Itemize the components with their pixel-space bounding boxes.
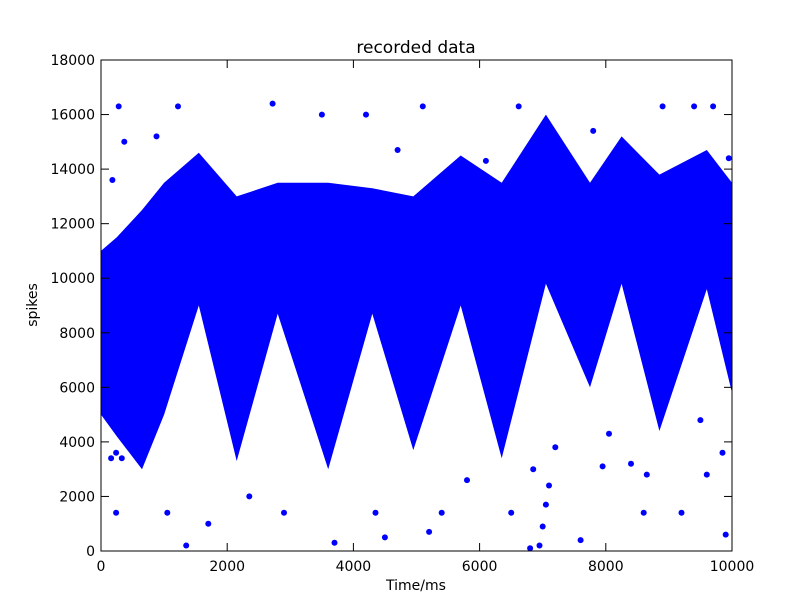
x-axis-label: Time/ms bbox=[385, 578, 446, 594]
data-point bbox=[577, 537, 584, 544]
data-point bbox=[599, 463, 606, 470]
data-point bbox=[710, 103, 717, 110]
data-point bbox=[115, 103, 122, 110]
y-tick-label: 10000 bbox=[50, 271, 95, 287]
data-point bbox=[722, 531, 729, 538]
data-point bbox=[678, 509, 685, 516]
data-point bbox=[153, 133, 160, 140]
data-point bbox=[691, 103, 698, 110]
data-point bbox=[108, 455, 115, 462]
spike-band-layer bbox=[101, 114, 732, 470]
data-point bbox=[419, 103, 426, 110]
data-point bbox=[659, 103, 666, 110]
y-tick-label: 16000 bbox=[50, 108, 95, 124]
x-tick-label: 6000 bbox=[462, 559, 498, 575]
y-tick-label: 18000 bbox=[50, 53, 95, 69]
data-point bbox=[109, 177, 116, 183]
data-point bbox=[113, 509, 120, 516]
data-point bbox=[205, 520, 212, 527]
data-point bbox=[590, 127, 597, 134]
data-point bbox=[175, 103, 181, 110]
data-point bbox=[508, 509, 515, 516]
data-point bbox=[372, 509, 379, 516]
chart-title: recorded data bbox=[356, 38, 475, 58]
plot-frame bbox=[100, 59, 733, 552]
data-point bbox=[482, 157, 489, 164]
data-point bbox=[725, 155, 732, 162]
data-point bbox=[381, 534, 388, 541]
data-point bbox=[643, 471, 650, 478]
data-point bbox=[539, 523, 546, 530]
data-point bbox=[464, 477, 470, 484]
data-point bbox=[606, 430, 612, 437]
data-point bbox=[113, 449, 120, 456]
data-point bbox=[331, 539, 338, 546]
data-point bbox=[363, 111, 369, 118]
spike-density-band bbox=[101, 114, 732, 470]
x-tick-label: 2000 bbox=[209, 559, 245, 575]
data-point bbox=[640, 509, 647, 516]
data-point bbox=[118, 455, 125, 462]
y-tick-label: 14000 bbox=[50, 162, 95, 178]
y-tick-label: 0 bbox=[86, 544, 95, 560]
y-axis-label: spikes bbox=[25, 283, 41, 327]
y-tick-label: 12000 bbox=[50, 217, 95, 233]
data-point bbox=[546, 482, 552, 489]
data-point bbox=[246, 493, 253, 500]
y-tick-label: 8000 bbox=[59, 326, 95, 342]
data-point bbox=[394, 147, 401, 153]
data-point bbox=[552, 444, 559, 451]
data-point bbox=[530, 466, 537, 473]
data-point bbox=[515, 103, 522, 110]
point-layer bbox=[108, 100, 732, 552]
x-tick-label: 4000 bbox=[336, 559, 372, 575]
data-point bbox=[183, 542, 190, 549]
data-point bbox=[536, 542, 543, 549]
y-tick-label: 2000 bbox=[59, 489, 95, 505]
x-tick-label: 0 bbox=[97, 559, 106, 575]
data-point bbox=[164, 509, 171, 516]
tick-layer: 0 2000 4000 6000 8000 10000 0 2000 4000 6000 8000 1… bbox=[50, 53, 754, 575]
data-point bbox=[697, 417, 704, 424]
data-point bbox=[121, 138, 128, 145]
data-point bbox=[628, 460, 634, 467]
data-point bbox=[703, 471, 710, 478]
x-tick-label: 10000 bbox=[710, 559, 755, 575]
data-point bbox=[281, 509, 287, 516]
y-tick-label: 4000 bbox=[59, 435, 95, 451]
data-point bbox=[542, 501, 549, 508]
x-tick-label: 8000 bbox=[588, 559, 624, 575]
data-point bbox=[438, 509, 445, 516]
data-point bbox=[426, 528, 433, 535]
y-tick-label: 6000 bbox=[59, 380, 95, 396]
data-point bbox=[719, 449, 726, 456]
data-point bbox=[527, 545, 534, 552]
data-point bbox=[318, 111, 325, 118]
data-point bbox=[269, 100, 276, 107]
